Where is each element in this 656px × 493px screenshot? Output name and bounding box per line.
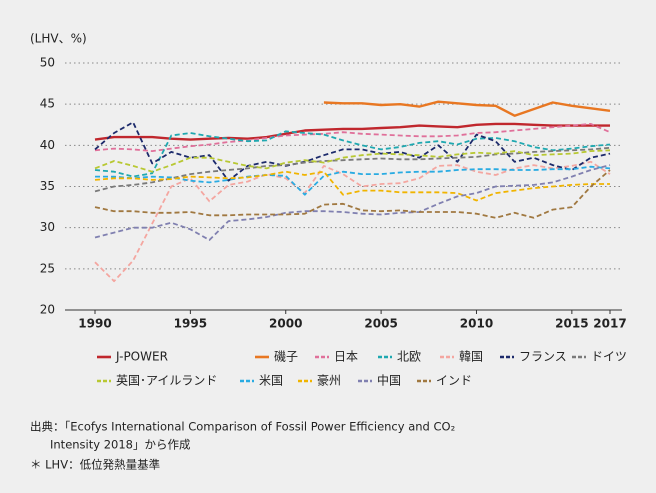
series-line	[94, 146, 611, 193]
series-line	[94, 121, 611, 182]
x-tick-label: 1995	[174, 317, 207, 331]
legend-label: フランス	[519, 350, 567, 364]
y-axis-label: (LHV、%)	[30, 32, 87, 46]
series-line	[94, 122, 610, 141]
series-line	[323, 100, 611, 117]
x-tick-label: 1990	[78, 317, 111, 331]
source-note: 出典：「Ecofys International Comparison of F…	[30, 420, 455, 434]
legend-label: 日本	[334, 350, 358, 364]
legend-label: J-POWER	[115, 350, 168, 364]
legend-label: インド	[436, 374, 472, 388]
footnote: ＊ LHV：低位発熱量基準	[30, 458, 160, 472]
legend-label: ドイツ	[591, 350, 627, 364]
legend-label: 豪州	[317, 373, 341, 388]
x-tick-label: 2017	[593, 317, 626, 331]
legend-label: 米国	[259, 374, 283, 388]
series-line	[94, 164, 611, 241]
y-tick-label: 30	[40, 220, 55, 234]
series-line	[94, 123, 611, 152]
source-note: Intensity 2018」から作成	[50, 438, 191, 452]
y-tick-label: 50	[40, 56, 55, 70]
y-tick-label: 45	[40, 97, 55, 111]
y-tick-label: 40	[40, 138, 55, 152]
series-line	[95, 165, 611, 196]
legend-label: 英国･アイルランド	[116, 374, 217, 388]
x-tick-label: 2010	[460, 317, 493, 331]
x-tick-label: 2005	[364, 317, 397, 331]
legend-label: 韓国	[459, 350, 483, 364]
legend-label: 中国	[377, 373, 401, 388]
series-line	[94, 169, 611, 219]
legend-label: 北欧	[397, 350, 421, 364]
series-line	[94, 170, 610, 202]
series-line	[94, 160, 611, 283]
series-line	[94, 149, 611, 173]
series-line	[94, 130, 611, 178]
y-tick-label: 25	[40, 261, 55, 275]
y-tick-label: 20	[40, 303, 55, 317]
x-tick-label: 2000	[269, 317, 302, 331]
y-tick-label: 35	[40, 179, 55, 193]
legend-label: 磯子	[274, 350, 298, 364]
x-tick-label: 2015	[555, 317, 588, 331]
